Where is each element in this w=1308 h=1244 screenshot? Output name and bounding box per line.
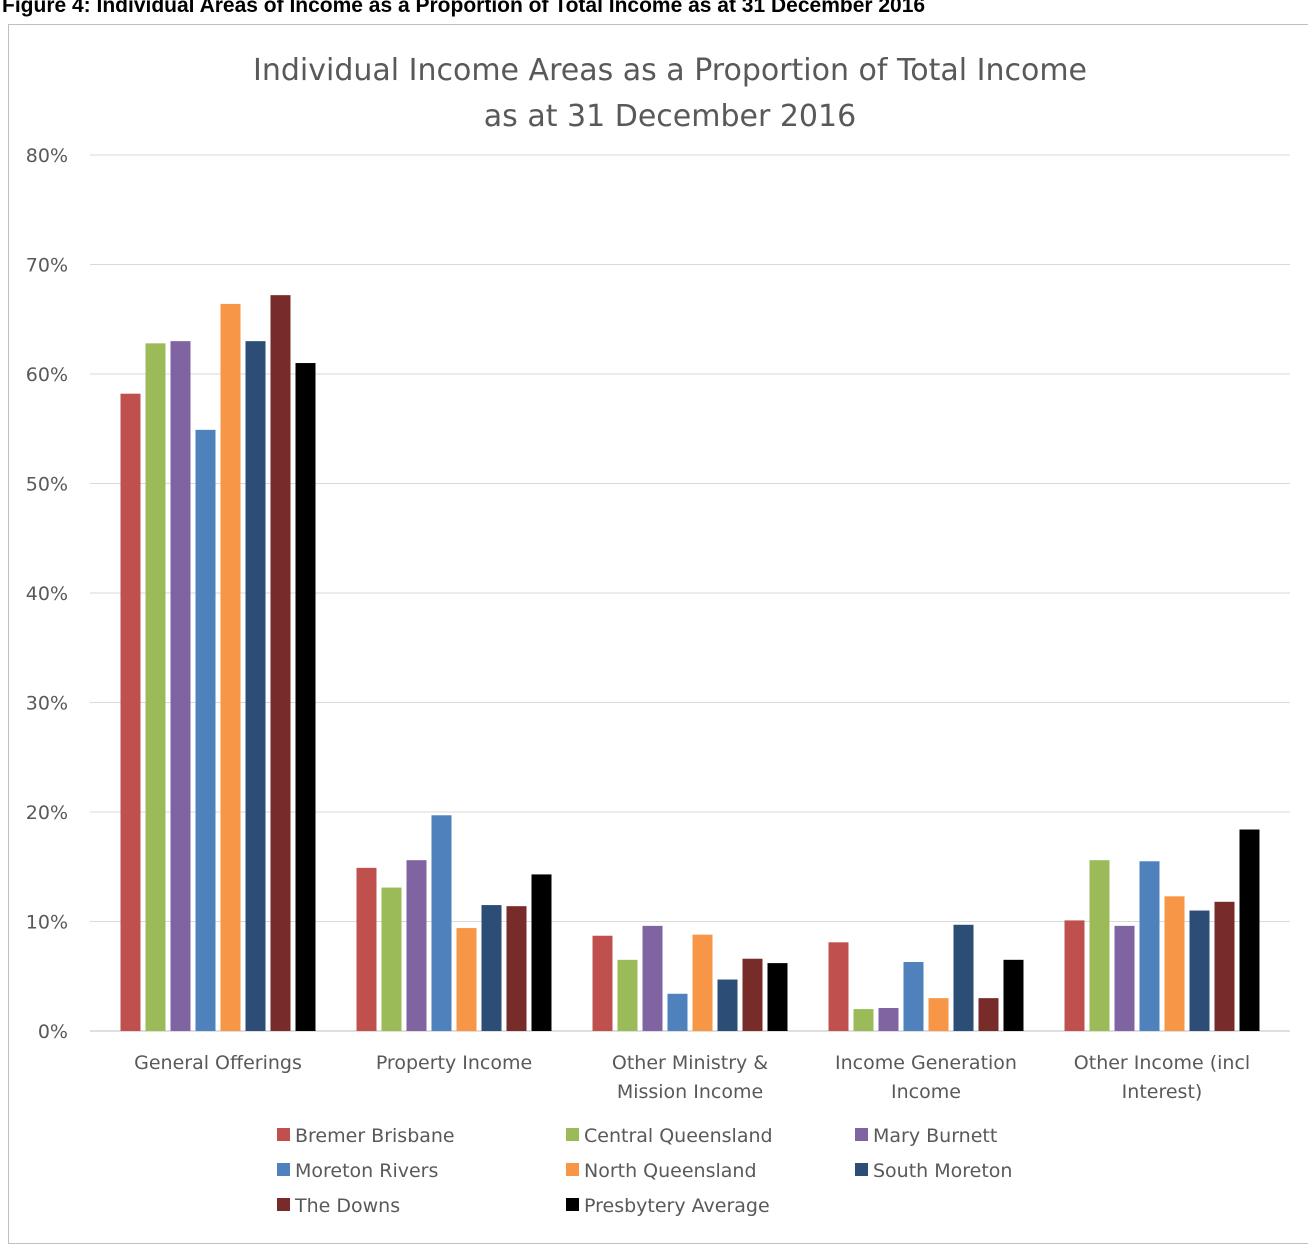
legend-label: The Downs <box>294 1195 400 1216</box>
legend-swatch <box>855 1163 868 1176</box>
x-category-label: Property Income <box>376 1052 532 1074</box>
bar <box>381 887 402 1031</box>
bar <box>1003 959 1024 1031</box>
x-category-label: Income <box>891 1081 961 1103</box>
legend-swatch <box>277 1198 290 1211</box>
x-category-label: Mission Income <box>617 1081 763 1103</box>
bar <box>531 874 552 1031</box>
chart-title: Individual Income Areas as a Proportion … <box>253 53 1087 134</box>
chart-title-line: Individual Income Areas as a Proportion … <box>253 53 1087 88</box>
bar <box>356 867 377 1031</box>
bar <box>717 979 738 1031</box>
y-tick-label: 50% <box>26 474 68 496</box>
bar <box>145 343 166 1032</box>
legend: Bremer Brisbane Central Queensland Mary Bu… <box>277 1125 1012 1216</box>
legend-label: North Queensland <box>584 1160 757 1182</box>
bar <box>742 958 763 1031</box>
bar <box>1064 920 1085 1031</box>
legend-swatch <box>855 1128 868 1141</box>
bar <box>853 1009 874 1031</box>
y-tick-label: 80% <box>26 145 68 167</box>
y-tick-label: 20% <box>26 802 68 824</box>
legend-swatch <box>566 1163 579 1176</box>
gridlines <box>90 154 1290 1032</box>
bar <box>195 429 216 1032</box>
figure-caption: Figure 4: Individual Areas of Income as … <box>2 0 926 17</box>
bar <box>431 815 452 1031</box>
bar <box>928 998 949 1031</box>
bar <box>170 341 191 1031</box>
bar <box>828 942 849 1031</box>
legend-label: Central Queensland <box>584 1125 773 1147</box>
bar <box>456 928 477 1031</box>
x-axis-categories: General Offerings Property Income Other Mi… <box>134 1052 1250 1103</box>
bar <box>642 925 663 1031</box>
legend-label: Presbytery Average <box>584 1195 770 1216</box>
bar <box>506 906 527 1031</box>
bar <box>245 341 266 1031</box>
legend-label: Bremer Brisbane <box>295 1125 455 1147</box>
bar <box>1139 861 1160 1031</box>
bar <box>295 363 316 1031</box>
bar <box>592 935 613 1031</box>
x-category-label: Income Generation <box>835 1052 1017 1074</box>
legend-swatch <box>277 1163 290 1176</box>
bar <box>978 998 999 1031</box>
legend-label: Moreton Rivers <box>295 1160 438 1182</box>
bar <box>617 959 638 1031</box>
bar <box>953 924 974 1031</box>
x-category-label: General Offerings <box>134 1052 302 1074</box>
y-tick-label: 40% <box>26 583 68 605</box>
y-tick-label: 70% <box>26 255 68 277</box>
bar <box>481 905 502 1031</box>
bar <box>220 303 241 1031</box>
y-axis-ticks: 0% 10% 20% 30% 40% 50% 60% 70% 80% <box>26 145 68 1043</box>
bar <box>1239 829 1260 1031</box>
x-category-label: Other Ministry & <box>612 1052 768 1074</box>
x-category-label: Other Income (incl <box>1074 1052 1250 1074</box>
y-tick-label: 60% <box>26 364 68 386</box>
chart-title-line: as at 31 December 2016 <box>484 99 856 134</box>
legend-swatch <box>566 1198 579 1211</box>
bar <box>692 934 713 1031</box>
bar <box>903 962 924 1031</box>
bar <box>406 860 427 1031</box>
bar <box>1089 860 1110 1031</box>
y-tick-label: 10% <box>26 912 68 934</box>
legend-label: South Moreton <box>873 1160 1012 1182</box>
legend-swatch <box>566 1128 579 1141</box>
bar <box>120 393 141 1032</box>
bars <box>120 295 1260 1032</box>
y-tick-label: 30% <box>26 693 68 715</box>
chart: Individual Income Areas as a Proportion … <box>26 53 1290 1216</box>
y-tick-label: 0% <box>38 1021 68 1043</box>
bar <box>767 963 788 1031</box>
bar <box>270 295 291 1031</box>
legend-swatch <box>277 1128 290 1141</box>
bar <box>1189 910 1210 1031</box>
x-category-label: Interest) <box>1122 1081 1203 1103</box>
bar <box>1164 896 1185 1031</box>
legend-label: Mary Burnett <box>873 1125 997 1147</box>
bar <box>667 993 688 1031</box>
bar <box>1114 925 1135 1031</box>
bar <box>1214 901 1235 1031</box>
bar <box>878 1008 899 1031</box>
